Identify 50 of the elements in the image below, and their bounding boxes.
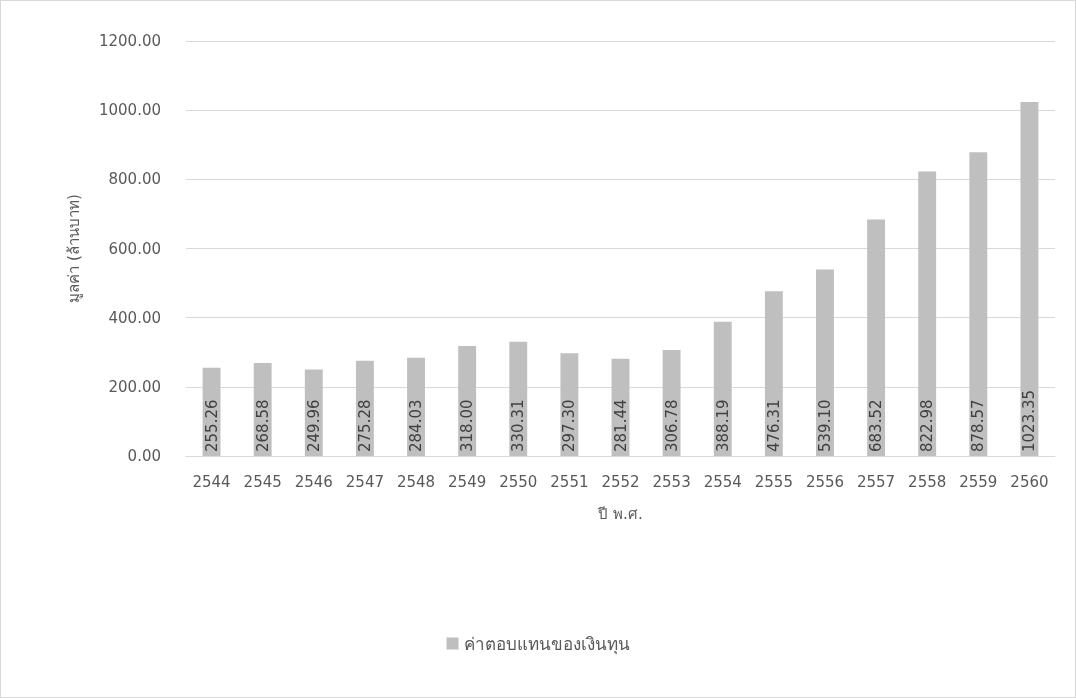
data-label: 297.30 [560,399,579,452]
data-label: 476.31 [764,399,783,452]
x-tick-label: 2549 [448,472,487,491]
data-label: 539.10 [815,399,834,452]
y-tick-label: 800.00 [108,170,161,189]
y-tick-label: 200.00 [108,377,161,396]
bar [918,171,937,456]
x-tick-label: 2552 [601,472,640,491]
x-tick-label: 2554 [703,472,742,491]
x-tick-label: 2545 [243,472,282,491]
x-tick-label: 2559 [959,472,998,491]
data-label: 249.96 [304,399,323,452]
bar [1020,102,1039,456]
y-tick-label: 1200.00 [98,32,161,50]
y-axis-title: มูลค่า (ล้านบาท) [64,194,83,303]
bar [816,269,834,456]
x-tick-label: 2556 [805,472,845,491]
data-label: 683.52 [867,399,886,452]
x-tick-label: 2558 [908,472,947,491]
x-axis-title: ปี พ.ศ. [597,504,643,523]
data-label: 1023.35 [1020,389,1039,452]
data-label: 388.19 [713,399,732,452]
data-label: 822.98 [918,399,937,452]
data-label: 318.00 [458,399,477,452]
x-tick-label: 2551 [550,472,589,491]
data-label: 878.57 [969,399,988,452]
x-tick-label: 2547 [345,472,385,491]
data-label: 330.31 [509,399,528,452]
x-tick-label: 2557 [856,472,896,491]
x-tick-label: 2548 [396,472,436,491]
x-tick-label: 2560 [1010,472,1049,491]
x-tick-label: 2553 [652,472,691,491]
x-tick-label: 2546 [294,472,333,491]
data-label: 255.26 [202,399,221,452]
y-tick-label: 0.00 [127,447,161,465]
bar [867,219,886,456]
x-tick-label: 2555 [754,472,793,491]
data-label: 268.58 [253,399,272,452]
y-tick-label: 400.00 [108,308,161,327]
data-label: 284.03 [407,399,426,452]
x-tick-label: 2550 [499,472,538,491]
data-label: 275.28 [355,399,374,452]
bar [764,291,783,456]
y-tick-label: 1000.00 [98,101,161,120]
data-label: 306.78 [662,399,681,452]
y-tick-label: 600.00 [108,239,161,258]
legend-label: ค่าตอบแทนของเงินทุน [463,633,630,655]
x-tick-label: 2544 [192,472,231,491]
data-label: 281.44 [611,399,630,452]
bar [969,152,988,456]
